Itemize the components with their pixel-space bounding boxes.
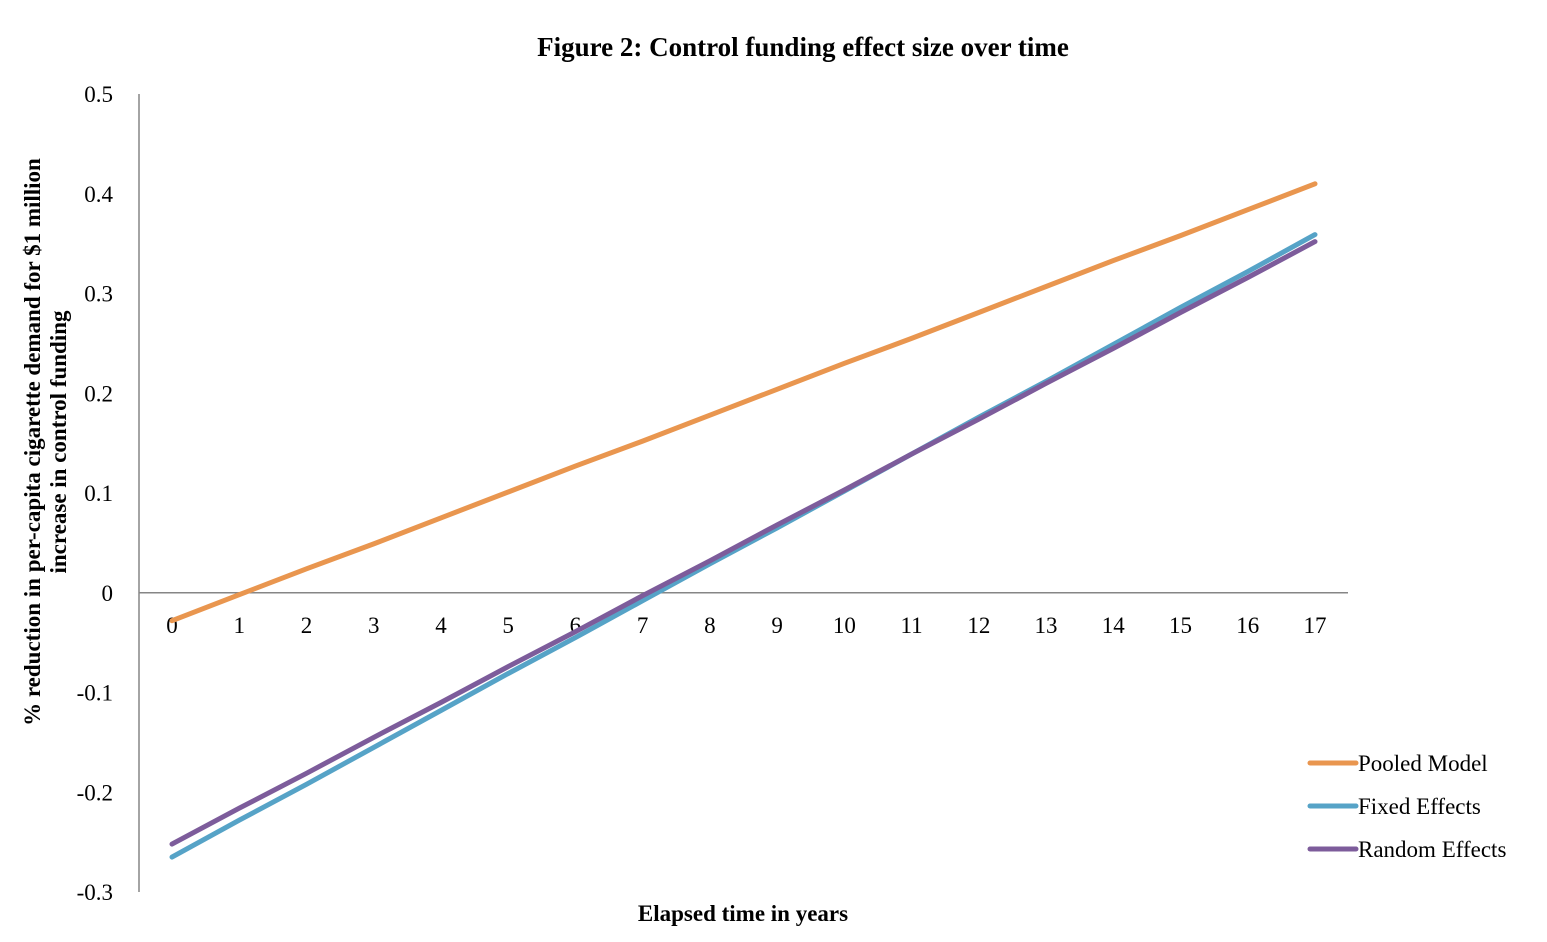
x-tick-label: 17 [1304,613,1327,638]
x-tick-label: 0 [166,613,178,638]
y-tick-label: -0.1 [77,681,113,706]
y-tick-label: 0 [102,581,114,606]
x-axis-title: Elapsed time in years [638,901,848,926]
y-tick-label: 0.1 [84,481,113,506]
axes [138,94,1348,892]
x-tick-label: 9 [771,613,783,638]
x-tick-label: 14 [1102,613,1126,638]
y-axis-title-line-2: increase in control funding [46,310,71,574]
series-line-random-effects [169,239,1318,847]
x-tick-label: 1 [233,613,245,638]
x-tick-label: 6 [570,613,582,638]
chart-title: Figure 2: Control funding effect size ov… [537,32,1069,62]
series-line-fixed-effects [169,232,1318,860]
x-tick-label: 10 [833,613,856,638]
x-tick-labels: 0 1 2 3 4 5 6 7 8 9 10 11 12 13 14 15 16 17 [166,613,1326,638]
x-tick-label: 8 [704,613,716,638]
series-line-pooled-model [169,181,1318,624]
x-tick-label: 2 [301,613,313,638]
y-tick-label: 0.2 [84,381,113,406]
x-tick-label: 7 [637,613,649,638]
x-tick-label: 11 [901,613,923,638]
legend: Pooled Model Fixed Effects Random Effects [1307,751,1506,862]
y-tick-label: -0.2 [77,780,113,805]
series-lines [169,181,1318,860]
y-tick-label: -0.3 [77,880,113,905]
y-tick-labels: -0.3 -0.2 -0.1 0 0.1 0.2 0.3 0.4 0.5 [77,82,114,905]
x-tick-label: 4 [435,613,447,638]
legend-label-pooled-model: Pooled Model [1358,751,1488,776]
y-axis-title-line-1: % reduction in per-capita cigarette dema… [20,158,45,726]
y-tick-label: 0.5 [84,82,113,107]
y-tick-label: 0.4 [84,182,113,207]
x-tick-label: 12 [967,613,990,638]
legend-label-fixed-effects: Fixed Effects [1358,794,1481,819]
x-tick-label: 5 [502,613,514,638]
x-tick-label: 3 [368,613,380,638]
y-axis-title: % reduction in per-capita cigarette dema… [20,158,71,726]
x-tick-label: 16 [1236,613,1259,638]
x-tick-label: 13 [1035,613,1058,638]
y-tick-label: 0.3 [84,282,113,307]
legend-label-random-effects: Random Effects [1358,837,1506,862]
x-tick-label: 15 [1169,613,1192,638]
